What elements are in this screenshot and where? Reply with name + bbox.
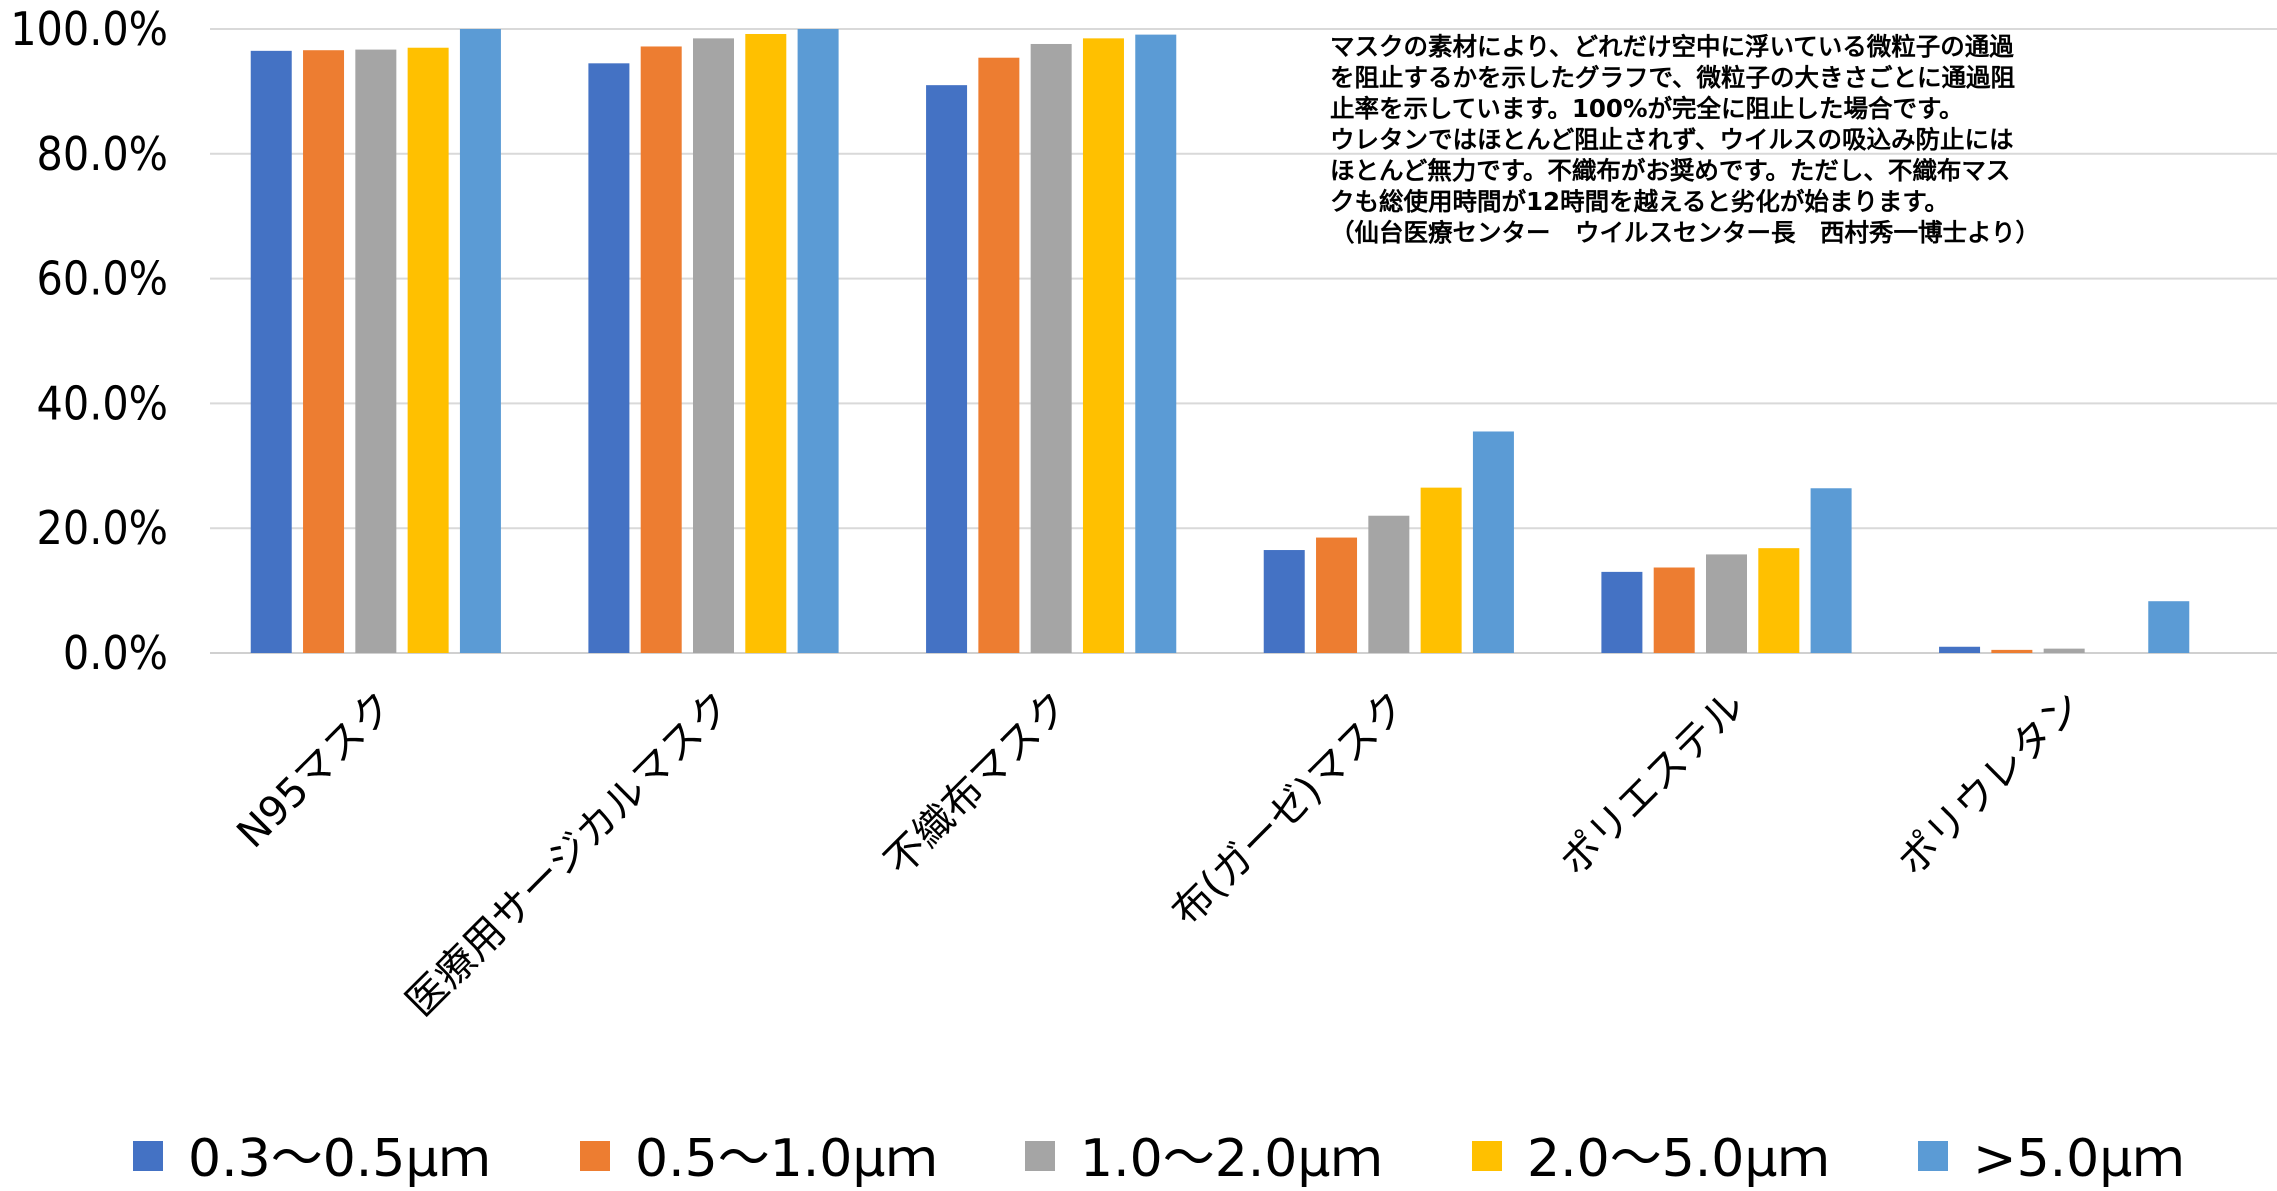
legend-label: >5.0μｍ — [1973, 1129, 2184, 1189]
category-label: ポリウレタン — [1889, 683, 2091, 885]
y-tick-label: 60.0% — [37, 252, 168, 306]
note-line: ウレタンではほとんど阻止されず、ウイルスの吸込み防止には — [1330, 125, 2014, 154]
bar — [407, 47, 449, 654]
legend-item: 1.0〜2.0μｍ — [1025, 1129, 1382, 1189]
legend-label: 0.5〜1.0μｍ — [635, 1129, 937, 1189]
bar — [1706, 554, 1747, 653]
bar — [1810, 488, 1852, 653]
category-label: 不織布マスク — [876, 683, 1078, 885]
bar — [1601, 571, 1643, 653]
note-line: ほとんど無力です。不織布がお奨めです。ただし、不織布マス — [1330, 156, 2010, 185]
legend: 0.3〜0.5μｍ 0.5〜1.0μｍ 1.0〜2.0μｍ 2.0〜5.0μｍ >5.0… — [133, 1129, 2184, 1189]
y-tick-label: 0.0% — [63, 626, 168, 680]
bar — [1030, 43, 1072, 653]
bar — [1991, 649, 2033, 653]
legend-swatch — [580, 1141, 610, 1171]
bar — [1939, 646, 1981, 653]
y-tick-label: 40.0% — [37, 376, 168, 430]
bar — [2148, 601, 2190, 653]
bar — [1316, 537, 1358, 653]
bar — [588, 63, 630, 653]
bar — [1472, 431, 1514, 653]
category-label: ポリエステル — [1551, 683, 1753, 885]
y-tick-label: 80.0% — [37, 127, 168, 181]
legend-item: >5.0μｍ — [1918, 1129, 2184, 1189]
legend-item: 0.5〜1.0μｍ — [580, 1129, 937, 1189]
bar — [1263, 550, 1305, 653]
bar — [745, 33, 787, 653]
bar — [459, 29, 501, 653]
y-tick-label: 100.0% — [10, 2, 168, 56]
legend-item: 0.3〜0.5μｍ — [133, 1129, 490, 1189]
category-label: 医療用サージカルマスク — [397, 683, 740, 1026]
bar — [1653, 567, 1695, 653]
bars — [250, 29, 2190, 654]
bar — [303, 50, 345, 653]
legend-label: 2.0〜5.0μｍ — [1527, 1129, 1829, 1189]
bar — [640, 46, 682, 654]
note-line: を阻止するかを示したグラフで、微粒子の大きさごとに通過阻 — [1330, 63, 2015, 92]
bar — [978, 57, 1020, 654]
bar — [797, 29, 839, 653]
category-label: N95マスク — [228, 683, 403, 858]
note-line: クも総使用時間が12時間を越えると劣化が始まります。 — [1330, 187, 1949, 216]
bar — [1758, 548, 1800, 653]
legend-swatch — [133, 1141, 163, 1171]
legend-swatch — [1472, 1141, 1502, 1171]
legend-swatch — [1025, 1141, 1055, 1171]
bar — [1135, 34, 1177, 653]
note-line: （仙台医療センター ウイルスセンター長 西村秀一博士より） — [1330, 218, 2040, 247]
legend-item: 2.0〜5.0μｍ — [1472, 1129, 1829, 1189]
bar — [693, 38, 734, 654]
bar — [355, 49, 397, 654]
bar — [926, 85, 968, 653]
y-tick-label: 20.0% — [37, 501, 168, 555]
note-line: マスクの素材により、どれだけ空中に浮いている微粒子の通過 — [1330, 32, 2014, 61]
y-axis-tick-labels: 0.0% 20.0% 40.0% 60.0% 80.0% 100.0% — [10, 2, 168, 680]
legend-label: 1.0〜2.0μｍ — [1080, 1129, 1382, 1189]
category-label: 布(ガーゼ)マスク — [1163, 683, 1416, 936]
note-line: 止率を示しています。100%が完全に阻止した場合です。 — [1330, 94, 1964, 123]
legend-label: 0.3〜0.5μｍ — [188, 1129, 490, 1189]
bar — [2043, 648, 2085, 653]
gridlines — [210, 28, 2277, 654]
bar — [250, 50, 292, 653]
bar — [1368, 515, 1410, 653]
bar — [1082, 38, 1124, 654]
bar — [1420, 487, 1462, 653]
annotation-note: マスクの素材により、どれだけ空中に浮いている微粒子の通過を阻止するかを示したグラ… — [1330, 32, 2040, 247]
legend-swatch — [1918, 1141, 1948, 1171]
